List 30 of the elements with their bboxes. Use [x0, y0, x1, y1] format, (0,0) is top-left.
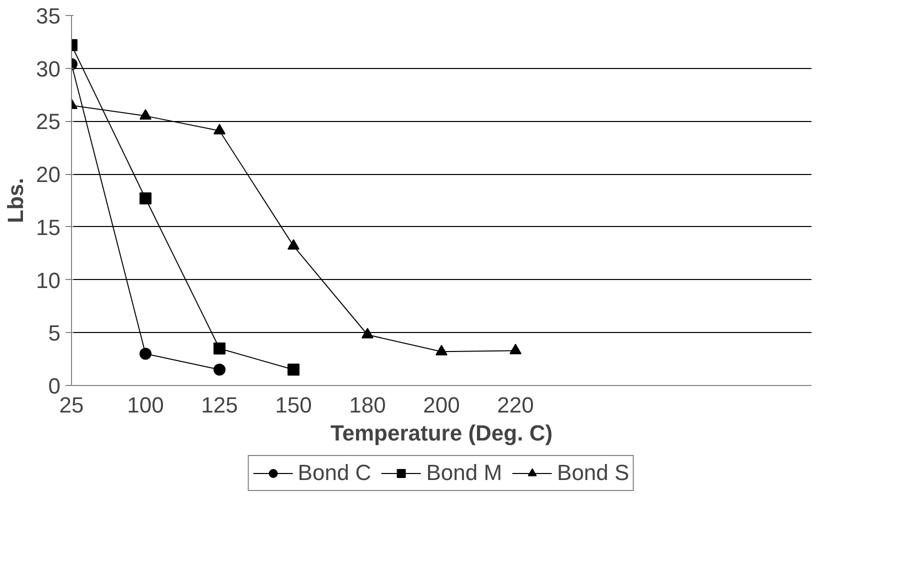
point: [288, 239, 300, 250]
point: [140, 192, 152, 204]
x-tick-label: 180: [349, 392, 386, 418]
point: [288, 364, 300, 376]
point: [214, 124, 226, 134]
legend-label: Bond S: [557, 460, 630, 486]
y-axis-title: Lbs.: [3, 178, 28, 224]
legend-label: Bond M: [426, 460, 502, 486]
x-tick-label: 100: [127, 392, 164, 418]
y-tick-label: 30: [36, 56, 61, 82]
legend-label: Bond C: [298, 460, 372, 486]
y-tick-label: 5: [48, 320, 61, 346]
x-tick-label: 150: [275, 392, 312, 418]
y-tick-label: 15: [36, 214, 61, 240]
x-tick-label: 220: [497, 392, 534, 418]
y-tick-label: 10: [36, 268, 61, 293]
point: [140, 109, 152, 120]
y-tick-label: 0: [48, 374, 61, 398]
point: [362, 328, 374, 338]
point: [140, 348, 152, 360]
point: [510, 344, 522, 354]
point: [214, 364, 226, 376]
y-tick-label: 20: [36, 162, 61, 188]
x-tick-label: 200: [423, 392, 460, 418]
y-tick-label: 25: [36, 109, 61, 134]
point: [436, 344, 448, 356]
x-tick-label: 125: [201, 392, 238, 418]
y-tick-label: 35: [36, 4, 61, 28]
point: [214, 342, 226, 354]
x-axis-title: Temperature (Deg. C): [330, 420, 553, 446]
